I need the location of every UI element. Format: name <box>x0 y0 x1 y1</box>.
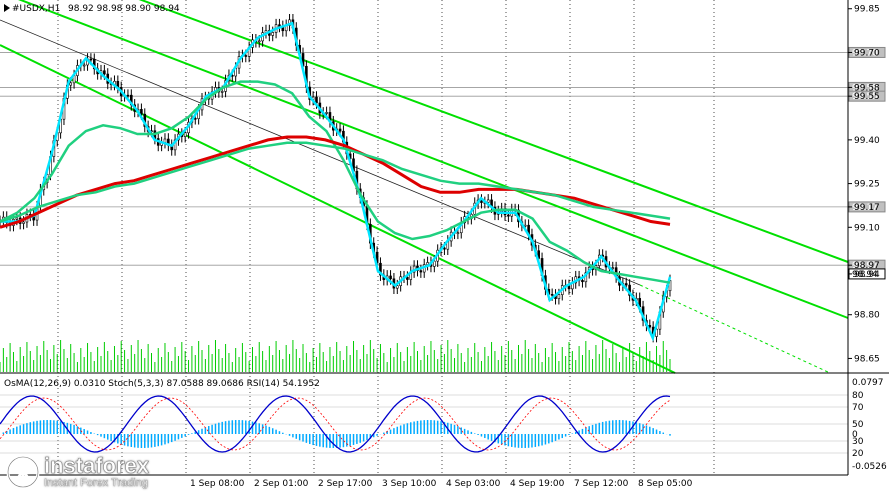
price-tick-label: 99.70 <box>854 48 880 58</box>
channel-top <box>138 0 849 263</box>
candle-body <box>426 262 429 265</box>
indicator-tick-label: 50 <box>852 420 864 430</box>
candle-body <box>103 70 106 75</box>
channel-mid-projection <box>639 284 831 374</box>
time-tick-label: 1 Sep 08:00 <box>190 479 245 489</box>
candle-body <box>325 112 328 114</box>
brand-tagline: Instant Forex Trading <box>44 477 148 489</box>
candle-body <box>550 294 554 296</box>
level-label: 99.17 <box>852 203 878 213</box>
candle-body <box>581 280 584 283</box>
brand-logo: instaforex Instant Forex Trading <box>6 452 178 492</box>
stoch-main-line <box>0 395 671 453</box>
candle-body <box>443 247 446 250</box>
instaforex-logo-icon <box>6 455 40 489</box>
candle-body <box>244 55 248 57</box>
candle-body <box>15 217 19 220</box>
candle-body <box>193 117 197 120</box>
indicator-tick-label: 0.0797 <box>852 378 884 388</box>
candle-body <box>395 285 399 289</box>
candle-body <box>69 82 73 86</box>
time-tick-label: 3 Sep 10:00 <box>382 479 437 489</box>
indicator-header: OsMA(12,26,9) 0.0310 Stoch(5,3,3) 87.058… <box>4 379 320 389</box>
candle-body <box>557 294 561 299</box>
candle-body <box>89 58 93 61</box>
candle-body <box>406 276 409 280</box>
brand-name: instaforex <box>44 453 150 478</box>
candle-body <box>183 132 187 137</box>
time-tick-label: 8 Sep 05:00 <box>638 479 693 489</box>
candle-body <box>433 260 436 267</box>
indicator-tick-label: 0 <box>852 430 858 440</box>
price-tick-label: 99.55 <box>854 92 880 102</box>
candle-body <box>257 40 261 43</box>
candle-body <box>140 109 143 115</box>
candle-body <box>507 214 510 217</box>
candle-body <box>611 267 615 269</box>
price-tick-label: 99.25 <box>854 180 880 190</box>
candle-body <box>456 232 460 235</box>
ohlc-header: 98.92 98.98 98.90 98.94 <box>68 4 180 14</box>
candle-body <box>624 283 628 286</box>
level-label: 99.58 <box>852 83 878 93</box>
ema-mid-line <box>0 80 671 284</box>
price-tick-label: 99.40 <box>854 136 880 146</box>
candle-body <box>338 128 342 132</box>
level-label: 99.70 <box>852 48 878 58</box>
candle-body <box>82 64 86 67</box>
candle-body <box>419 270 423 273</box>
stoch-signal-line <box>0 397 671 451</box>
price-tick-label: 99.17 <box>854 203 880 213</box>
candle-body <box>22 221 25 224</box>
channel-lower <box>0 44 676 374</box>
level-label: 99.55 <box>852 92 878 102</box>
price-tick-label: 99.10 <box>854 223 880 233</box>
time-tick-label: 7 Sep 12:00 <box>574 479 629 489</box>
candle-body <box>486 199 490 203</box>
symbol-header: #USDX,H1 <box>12 4 60 14</box>
current-price-label: 98.94 <box>852 270 878 280</box>
ema-slow2-line <box>0 141 671 223</box>
candle-body <box>271 32 275 36</box>
price-tick-label: 99.85 <box>854 5 880 15</box>
price-tick-label: 98.65 <box>854 354 880 364</box>
candle-body <box>220 91 224 93</box>
time-tick-label: 2 Sep 17:00 <box>318 479 373 489</box>
price-tick-label: 98.97 <box>854 261 880 271</box>
candle-body <box>379 262 382 276</box>
collapse-arrow-icon[interactable] <box>4 4 10 12</box>
indicator-tick-label: 20 <box>852 449 864 459</box>
indicator-tick-label: 30 <box>852 437 864 447</box>
candle-body <box>389 275 392 280</box>
channel-upper <box>18 0 849 319</box>
time-tick-label: 4 Sep 19:00 <box>510 479 565 489</box>
level-label: 98.97 <box>852 261 878 271</box>
ema-fast-line <box>0 21 672 342</box>
time-tick-label: 4 Sep 03:00 <box>446 479 501 489</box>
indicator-tick-label: 70 <box>852 403 864 413</box>
time-tick-label: 2 Sep 01:00 <box>254 479 309 489</box>
indicator-tick-label: 80 <box>852 391 864 401</box>
price-tick-label: 98.94 <box>854 270 880 280</box>
indicator-tick-label: -0.0526 <box>852 462 887 472</box>
price-tick-label: 98.80 <box>854 311 880 321</box>
price-tick-label: 99.58 <box>854 83 880 93</box>
candle-body <box>126 94 130 97</box>
